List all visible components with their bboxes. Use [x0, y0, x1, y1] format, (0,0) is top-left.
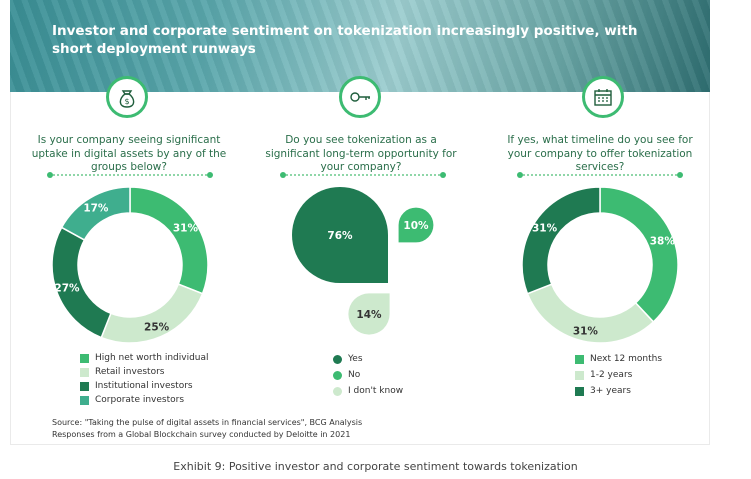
legend-opportunity: Yes No I don't know — [333, 351, 403, 399]
legend-label: I don't know — [348, 386, 404, 396]
data-label: 14% — [356, 309, 382, 321]
data-label: 76% — [327, 230, 353, 242]
donut-slice-3 — [521, 186, 601, 295]
legend-label: 3+ years — [590, 386, 631, 396]
legend-item: I don't know — [333, 383, 403, 399]
donut-chart-timeline: 38% 31% 31% — [521, 186, 679, 344]
exhibit-caption: Exhibit 9: Positive investor and corpora… — [173, 460, 578, 473]
legend-swatch — [575, 386, 584, 396]
legend-swatch — [575, 354, 584, 364]
legend-item: 1-2 years — [575, 367, 662, 383]
source-note: Source: "Taking the pulse of digital ass… — [52, 417, 362, 441]
data-label: 27% — [54, 283, 80, 295]
donut-chart-uptake: 31% 25% 27% 17% — [51, 186, 209, 344]
banner-title: Investor and corporate sentiment on toke… — [52, 23, 638, 57]
bubble-3 — [348, 293, 390, 335]
legend-label: Next 12 months — [590, 354, 663, 364]
data-label: 31% — [573, 325, 599, 337]
legend-swatch — [333, 354, 342, 364]
legend-item: Yes — [333, 351, 403, 367]
data-label: 17% — [83, 202, 109, 214]
divider-2 — [280, 172, 446, 178]
legend-item: Next 12 months — [575, 351, 662, 367]
legend-swatch — [333, 370, 342, 380]
bubble-2 — [398, 207, 434, 243]
question-2: Do you see tokenization as a significant… — [265, 134, 457, 173]
legend-swatch — [333, 386, 342, 396]
divider-1 — [47, 172, 213, 178]
data-label: 25% — [144, 321, 170, 333]
money-bag-icon: $ — [106, 76, 148, 118]
donut-slice-4 — [60, 186, 131, 241]
svg-text:$: $ — [124, 97, 129, 106]
calendar-icon — [582, 76, 624, 118]
bubble-chart-opportunity: 76% 10% 14% — [292, 187, 434, 335]
legend-label: High net worth individual — [95, 353, 209, 363]
donut-slice-1 — [129, 186, 209, 295]
data-label: 10% — [403, 220, 429, 232]
legend-item: Institutional investors — [80, 379, 209, 393]
legend-swatch — [575, 370, 584, 380]
data-label: 31% — [173, 222, 199, 234]
data-label: 31% — [532, 222, 558, 234]
legend-label: Corporate investors — [95, 395, 185, 405]
legend-swatch — [80, 381, 89, 391]
legend-label: Yes — [348, 354, 363, 364]
legend-swatch — [80, 395, 89, 405]
legend-label: Institutional investors — [95, 381, 193, 391]
bubble-1 — [292, 187, 388, 283]
legend-swatch — [80, 353, 89, 363]
legend-uptake: High net worth individual Retail investo… — [80, 351, 209, 407]
question-3: If yes, what timeline do you see for you… — [507, 134, 693, 173]
legend-item: Corporate investors — [80, 393, 209, 407]
legend-item: No — [333, 367, 403, 383]
legend-item: 3+ years — [575, 383, 662, 399]
legend-item: Retail investors — [80, 365, 209, 379]
source-line-1: Source: "Taking the pulse of digital ass… — [52, 418, 363, 427]
legend-label: No — [348, 370, 361, 380]
key-icon — [339, 76, 381, 118]
legend-label: 1-2 years — [590, 370, 633, 380]
source-line-2: Responses from a Global Blockchain surve… — [52, 430, 351, 439]
legend-timeline: Next 12 months 1-2 years 3+ years — [575, 351, 662, 399]
legend-label: Retail investors — [95, 367, 165, 377]
legend-swatch — [80, 367, 89, 377]
data-label: 38% — [650, 235, 676, 247]
legend-item: High net worth individual — [80, 351, 209, 365]
question-1: Is your company seeing significant uptak… — [31, 134, 227, 173]
donut-slice-1 — [599, 186, 679, 323]
donut-slice-2 — [100, 283, 204, 344]
divider-3 — [517, 172, 683, 178]
